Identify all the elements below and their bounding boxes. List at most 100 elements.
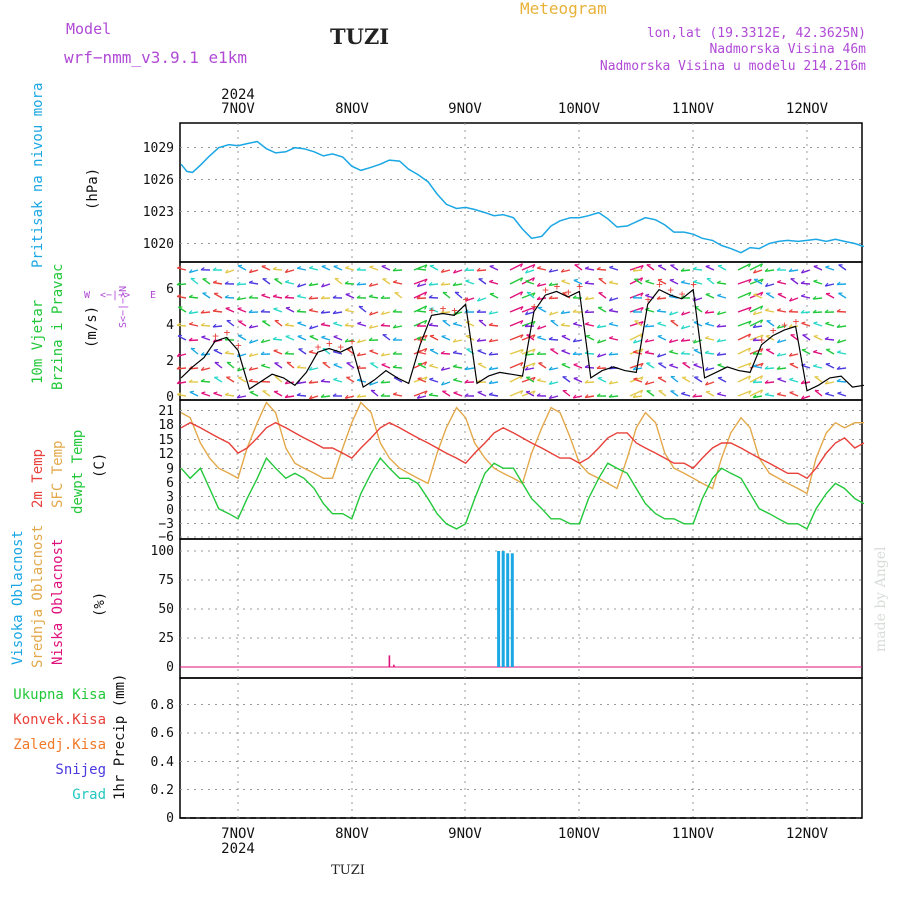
wind-arrow [489,265,499,271]
wind-arrow [189,323,199,327]
wind-arrow [188,339,199,342]
wind-arrow [633,269,643,272]
wind-arrow [629,348,644,355]
wind-arrow-head [640,348,644,353]
wind-arrow-head [584,280,589,284]
wind-arrow [429,308,439,313]
wind-arrow-head [452,338,457,343]
wind-arrow [429,349,439,355]
wind-arrow-head [440,350,445,354]
wind-arrow [285,324,295,327]
wind-arrow-head [201,335,206,338]
wind-arrow [790,334,799,341]
wind-arrow-head [236,394,241,399]
wind-arrow-head [640,292,644,297]
wind-compass-ns: S<−|−>N [118,286,129,328]
wind-arrow-head [212,308,217,312]
wind-arrow-head [392,392,398,395]
wind-arrow-head [200,378,205,382]
wind-arrow-head [776,324,781,329]
wind-arrow-head [836,350,842,353]
wind-arrow [332,311,343,315]
wind-arrow-head [177,334,182,337]
lonlat-text: lon,lat (19.3312E, 42.3625N) [647,26,866,41]
wind-arrow-head [488,338,493,343]
wind-compass-mid: <−|−> [100,290,130,301]
model-label: Model [66,20,111,38]
wind-arrow-head [824,380,829,385]
wind-arrow [749,375,763,383]
wind-arrow [629,292,644,299]
wind-arrow [549,395,559,400]
wind-arrow-head [369,311,373,316]
wind-arrow-head [224,350,229,354]
wind-arrow-head [416,336,422,340]
wind-arrow [509,291,523,299]
wind-arrow [464,367,475,371]
wind-arrow-head [572,295,577,299]
wind-arrow [440,311,451,314]
wind-arrow-head [656,295,661,300]
wind-arrow [284,395,295,399]
wind-arrow [477,297,487,302]
wind-arrow [573,363,583,369]
wind-arrow-head [284,394,289,398]
wind-arrow [749,347,764,355]
wind-arrow [574,264,583,271]
wind-arrow [633,367,643,371]
wind-arrow-head [332,310,337,315]
wind-arrow [634,320,643,327]
wind-arrow [309,335,319,341]
wind-arrow [428,296,439,299]
wind-arrow [346,362,355,369]
wind-arrow-head [525,269,529,274]
wind-arrow-head [201,391,206,394]
wind-arrow-head [789,377,794,380]
wind-arrow [825,348,835,355]
wind-arrow-head [825,265,830,268]
wind-gust-marker: + [576,280,583,293]
wind-gust-marker: + [212,330,219,343]
wind-arrow [176,283,187,286]
wind-arrow-head [788,308,793,313]
wind-arrow [609,337,619,341]
wind-arrow [609,381,619,385]
wind-arrow [753,278,763,285]
wind-arrow [309,325,319,330]
wind-arrow-head [453,269,457,274]
wind-arrow [657,264,667,271]
wind-speed-line [180,288,864,392]
wind-arrow [573,323,583,327]
wind-arrow [526,291,535,299]
wind-arrow [705,323,715,327]
wind-arrow-head [800,309,805,314]
wind-arrow-head [308,295,313,300]
wind-arrow-head [356,267,361,271]
wind-arrow [345,395,355,399]
wind-arrow [509,319,524,327]
wind-arrow-head [333,377,338,380]
wind-arrow [764,269,775,272]
wind-arrow-head [476,309,481,313]
wind-arrow [537,336,547,341]
wind-arrow-head [608,297,613,302]
wind-arrow [509,263,523,271]
wind-arrow-head [188,269,193,273]
wind-arrow [417,283,427,288]
wind-arrow [765,292,775,299]
wind-arrow [274,375,283,383]
wind-arrow-head [213,391,218,394]
wind-arrow-head [524,366,529,371]
wind-arrow [657,335,667,341]
wind-arrow-head [525,279,530,282]
wind-arrow [320,297,331,300]
wind-arrow-head [488,351,493,356]
wind-arrow [453,392,463,397]
wind-arrow-head [536,378,542,381]
date-label-top: 8NOV [335,101,369,117]
wind-arrow-head [333,321,338,324]
wind-arrow-head [477,349,482,352]
wind-arrow-head [640,376,644,381]
wind-arrow [801,349,811,355]
wind-arrow [369,381,379,386]
